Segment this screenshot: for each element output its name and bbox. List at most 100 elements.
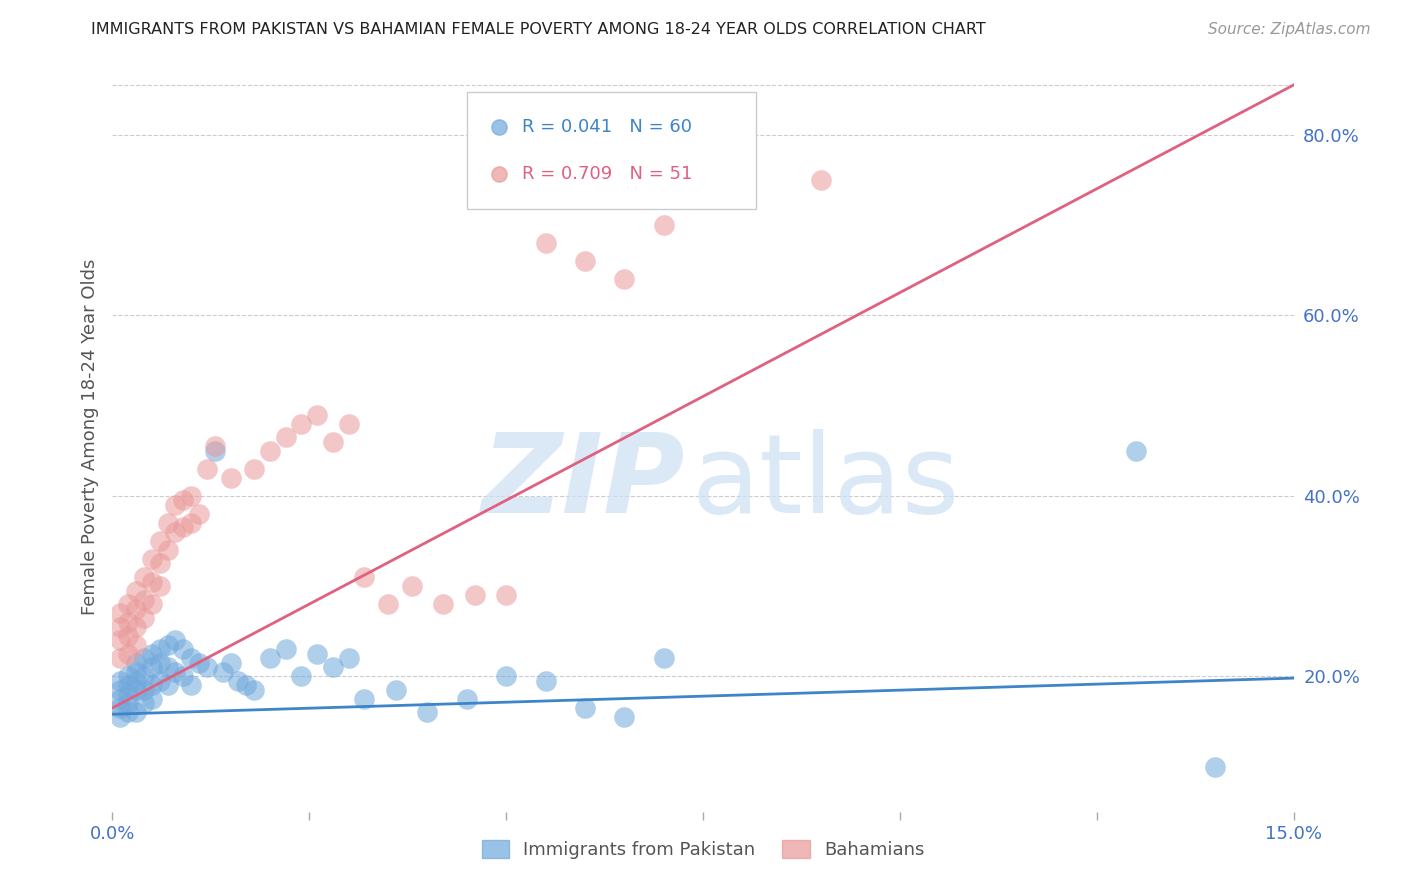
Point	[117, 669, 139, 683]
Point	[110, 691, 132, 706]
Point	[156, 638, 179, 652]
Point	[613, 710, 636, 724]
Point	[132, 682, 155, 697]
Point	[132, 669, 155, 683]
Point	[810, 173, 832, 187]
Point	[117, 629, 139, 643]
Point	[110, 673, 132, 688]
Point	[195, 461, 218, 475]
Point	[204, 443, 226, 458]
Point	[322, 434, 344, 449]
Point	[204, 439, 226, 453]
Point	[180, 678, 202, 692]
Point	[416, 706, 439, 720]
Point	[307, 408, 329, 422]
Point	[141, 691, 163, 706]
Text: IMMIGRANTS FROM PAKISTAN VS BAHAMIAN FEMALE POVERTY AMONG 18-24 YEAR OLDS CORREL: IMMIGRANTS FROM PAKISTAN VS BAHAMIAN FEM…	[91, 22, 986, 37]
Point	[125, 682, 148, 697]
Point	[652, 218, 675, 232]
Point	[156, 678, 179, 692]
Point	[219, 656, 242, 670]
Point	[125, 673, 148, 688]
Point	[613, 272, 636, 286]
Y-axis label: Female Poverty Among 18-24 Year Olds: Female Poverty Among 18-24 Year Olds	[80, 259, 98, 615]
Legend: Immigrants from Pakistan, Bahamians: Immigrants from Pakistan, Bahamians	[474, 832, 932, 866]
Point	[495, 588, 517, 602]
Text: R = 0.041   N = 60: R = 0.041 N = 60	[522, 118, 692, 136]
Point	[180, 516, 202, 530]
Point	[110, 620, 132, 634]
Point	[165, 524, 187, 539]
Point	[165, 665, 187, 679]
Point	[110, 701, 132, 715]
Point	[149, 533, 172, 548]
Point	[125, 601, 148, 615]
Point	[385, 682, 408, 697]
Point	[337, 651, 360, 665]
Point	[132, 570, 155, 584]
Point	[117, 647, 139, 661]
Point	[125, 620, 148, 634]
Point	[274, 642, 297, 657]
Point	[574, 254, 596, 268]
Point	[1204, 759, 1226, 773]
Point	[110, 633, 132, 648]
Point	[243, 461, 266, 475]
Point	[117, 597, 139, 611]
Point	[149, 642, 172, 657]
Point	[534, 673, 557, 688]
Point	[353, 691, 375, 706]
Point	[574, 701, 596, 715]
Point	[534, 235, 557, 250]
Point	[243, 682, 266, 697]
Point	[1125, 443, 1147, 458]
Point	[125, 665, 148, 679]
Text: ZIP: ZIP	[482, 428, 685, 535]
Point	[337, 417, 360, 431]
Point	[156, 543, 179, 558]
Point	[211, 665, 233, 679]
Point	[132, 610, 155, 624]
Point	[188, 507, 211, 521]
Point	[141, 574, 163, 589]
Point	[149, 656, 172, 670]
Point	[172, 669, 194, 683]
Point	[110, 710, 132, 724]
Point	[290, 669, 312, 683]
Point	[259, 651, 281, 665]
FancyBboxPatch shape	[467, 93, 756, 209]
Point	[110, 682, 132, 697]
Point	[188, 656, 211, 670]
Point	[172, 493, 194, 508]
Point	[165, 633, 187, 648]
Point	[219, 471, 242, 485]
Point	[274, 430, 297, 444]
Point	[125, 656, 148, 670]
Point	[464, 588, 486, 602]
Text: atlas: atlas	[692, 428, 960, 535]
Point	[235, 678, 257, 692]
Point	[432, 597, 454, 611]
Point	[117, 697, 139, 711]
Point	[149, 579, 172, 593]
Point	[156, 660, 179, 674]
Point	[156, 516, 179, 530]
Point	[401, 579, 423, 593]
Point	[353, 570, 375, 584]
Point	[117, 687, 139, 701]
Point	[117, 706, 139, 720]
Point	[307, 647, 329, 661]
Point	[456, 691, 478, 706]
Point	[172, 642, 194, 657]
Point	[195, 660, 218, 674]
Point	[125, 638, 148, 652]
Point	[125, 583, 148, 598]
Point	[110, 651, 132, 665]
Point	[141, 660, 163, 674]
Point	[132, 651, 155, 665]
Point	[141, 552, 163, 566]
Point	[125, 706, 148, 720]
Point	[228, 673, 250, 688]
Point	[180, 651, 202, 665]
Text: Source: ZipAtlas.com: Source: ZipAtlas.com	[1208, 22, 1371, 37]
